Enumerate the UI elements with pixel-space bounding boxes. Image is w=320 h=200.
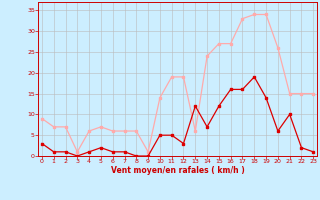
X-axis label: Vent moyen/en rafales ( km/h ): Vent moyen/en rafales ( km/h ): [111, 166, 244, 175]
